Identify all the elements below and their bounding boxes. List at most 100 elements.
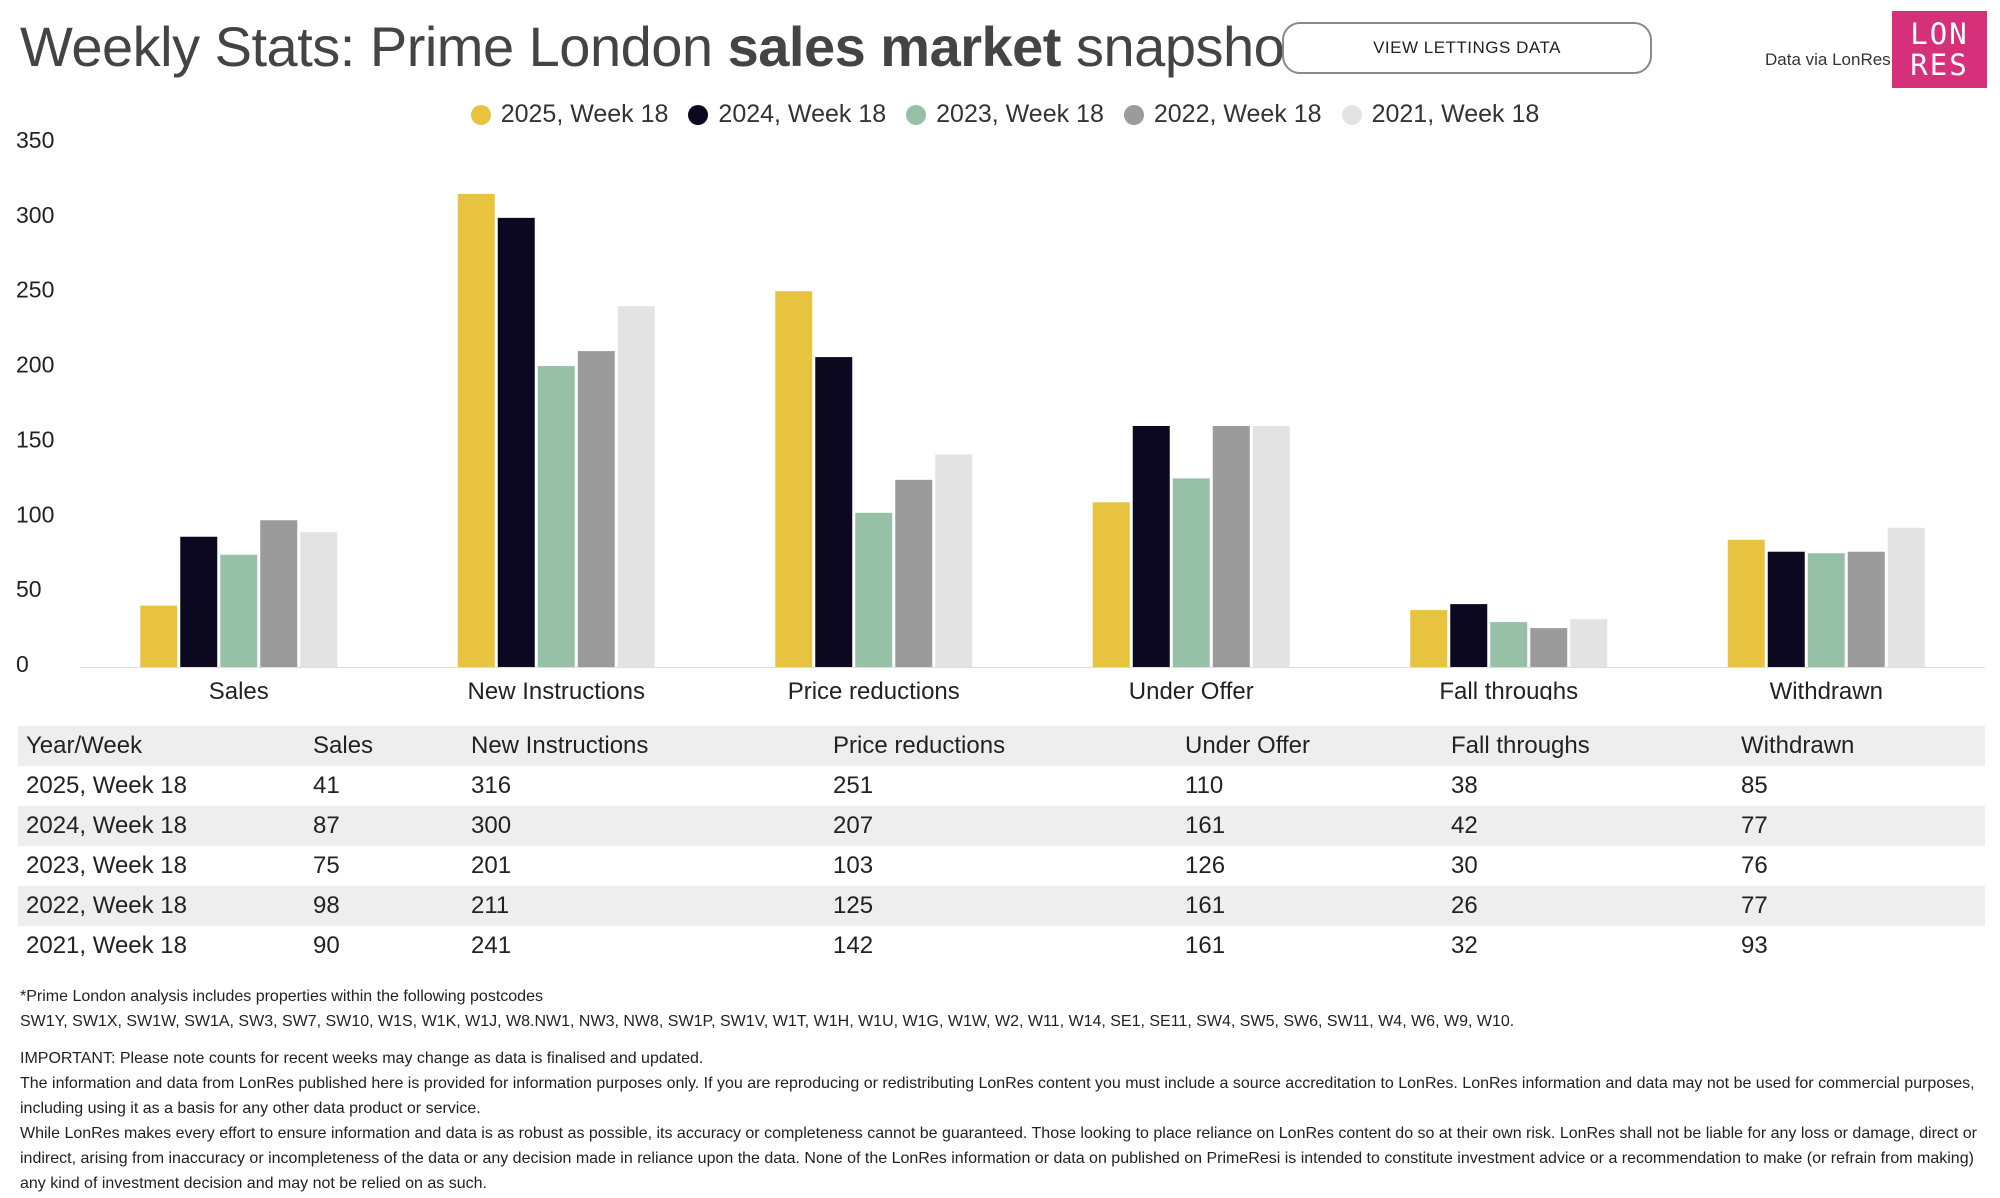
bar[interactable]	[537, 366, 575, 667]
bar[interactable]	[815, 357, 853, 667]
table-cell: 41	[313, 772, 340, 799]
bar[interactable]	[1410, 610, 1448, 667]
table-header-cell: Fall throughs	[1443, 726, 1733, 766]
y-tick-label: 100	[16, 501, 54, 527]
y-tick-label: 250	[16, 277, 54, 303]
table-cell: 30	[1451, 852, 1478, 879]
table-cell: 87	[305, 806, 463, 846]
table-cell: 90	[313, 932, 340, 959]
bar-chart: 0 50 100 150 200 250 300 350 Sales New Instructio…	[16, 130, 1985, 700]
table-cell: 142	[833, 932, 874, 959]
bar[interactable]	[300, 532, 338, 667]
legend-label: 2023, Week 18	[936, 100, 1104, 128]
table-cell: 251	[833, 772, 874, 799]
bar[interactable]	[1172, 478, 1210, 667]
view-lettings-data-button[interactable]: VIEW LETTINGS DATA	[1282, 22, 1652, 74]
table-cell: 316	[471, 772, 512, 799]
bar[interactable]	[1252, 425, 1290, 667]
table-cell: 161	[1185, 932, 1226, 959]
x-tick-label: Sales	[209, 678, 269, 700]
bar[interactable]	[1132, 425, 1170, 667]
bar[interactable]	[1212, 425, 1250, 667]
table-cell: 26	[1443, 886, 1733, 926]
data-source-label: Data via LonRes	[1765, 50, 1891, 69]
bar[interactable]	[1847, 551, 1885, 667]
bar[interactable]	[1807, 553, 1845, 667]
bar[interactable]	[140, 605, 178, 667]
y-tick-label: 350	[16, 130, 54, 153]
table-cell: 77	[1733, 886, 1985, 926]
logo-line-1: LON	[1910, 17, 1969, 51]
table-header-cell: Year/Week	[18, 726, 305, 766]
table-header-cell: Sales	[305, 726, 463, 766]
bar[interactable]	[1887, 527, 1925, 667]
table-cell: 76	[1741, 852, 1768, 879]
legend-swatch	[1123, 104, 1144, 125]
table-cell: 42	[1443, 806, 1733, 846]
bar[interactable]	[617, 306, 655, 667]
table-header-row: Year/Week Sales New Instructions Price redu…	[18, 726, 1985, 766]
table-header-cell: New Instructions	[463, 726, 825, 766]
table-cell: 75	[313, 852, 340, 879]
legend-item[interactable]: 2022, Week 18	[1123, 100, 1322, 129]
legend-label: 2025, Week 18	[500, 100, 669, 128]
x-tick-label: Price reductions	[788, 678, 960, 700]
bar[interactable]	[895, 479, 933, 667]
table-body: 2025, Week 18 41 316 251 110 38 85 2024, Week 1…	[18, 766, 1985, 966]
table-cell: 77	[1733, 806, 1985, 846]
logo-line-2: RES	[1910, 48, 1969, 82]
legend-swatch	[1341, 104, 1362, 125]
data-table: Year/Week Sales New Instructions Price redu…	[18, 726, 1985, 966]
bar[interactable]	[775, 291, 813, 667]
bar[interactable]	[855, 512, 893, 667]
table-cell: 38	[1451, 772, 1478, 799]
y-tick-label: 0	[16, 651, 29, 677]
table-cell: 93	[1741, 932, 1768, 959]
table-cell: 161	[1177, 806, 1443, 846]
bar[interactable]	[1490, 622, 1528, 667]
bar[interactable]	[497, 217, 535, 667]
table-cell: 2025, Week 18	[26, 772, 188, 799]
bar[interactable]	[1767, 551, 1805, 667]
legend-item[interactable]: 2025, Week 18	[470, 100, 669, 129]
bar[interactable]	[1530, 628, 1568, 667]
bar[interactable]	[1450, 604, 1488, 667]
postcodes-intro: *Prime London analysis includes properti…	[20, 988, 543, 1005]
chart-legend: 2025, Week 18 2024, Week 18 2023, Week 18 2…	[0, 100, 2000, 129]
bar[interactable]	[1727, 539, 1765, 667]
legend-label: 2022, Week 18	[1153, 100, 1322, 128]
y-tick-label: 200	[16, 352, 54, 378]
table-cell: 211	[463, 886, 825, 926]
legend-item[interactable]: 2021, Week 18	[1341, 100, 1539, 129]
legend-item[interactable]: 2023, Week 18	[906, 100, 1104, 129]
table-row: 2021, Week 18 90 241 142 161 32 93	[18, 926, 1985, 966]
bar[interactable]	[220, 554, 258, 667]
table-cell: 300	[463, 806, 825, 846]
bar[interactable]	[1092, 502, 1130, 667]
bar[interactable]	[1570, 619, 1608, 667]
y-tick-label: 150	[16, 426, 54, 452]
table-cell: 2023, Week 18	[26, 852, 188, 879]
legend-swatch	[470, 104, 491, 125]
title-suffix: snapshot	[1060, 15, 1300, 78]
footnotes: *Prime London analysis includes properti…	[20, 984, 1985, 1196]
bar[interactable]	[260, 520, 298, 667]
bar[interactable]	[457, 193, 495, 667]
table-header-cell: Under Offer	[1177, 726, 1443, 766]
bar[interactable]	[577, 351, 615, 667]
table-cell: 98	[305, 886, 463, 926]
table-row: 2023, Week 18 75 201 103 126 30 76	[18, 846, 1985, 886]
lonres-logo[interactable]: LON RES	[1892, 11, 1987, 88]
bar[interactable]	[180, 536, 218, 667]
legend-item[interactable]: 2024, Week 18	[688, 100, 886, 129]
table-cell: 2022, Week 18	[18, 886, 305, 926]
bar[interactable]	[935, 454, 973, 667]
x-tick-label: Fall throughs	[1439, 678, 1578, 700]
table-cell: 201	[471, 852, 512, 879]
table-row: 2025, Week 18 41 316 251 110 38 85	[18, 766, 1985, 806]
table-cell: 126	[1185, 852, 1226, 879]
legend-label: 2024, Week 18	[718, 100, 887, 128]
info-note: The information and data from LonRes pub…	[20, 1075, 1975, 1117]
y-tick-label: 50	[16, 576, 42, 602]
table-cell: 2021, Week 18	[26, 932, 188, 959]
